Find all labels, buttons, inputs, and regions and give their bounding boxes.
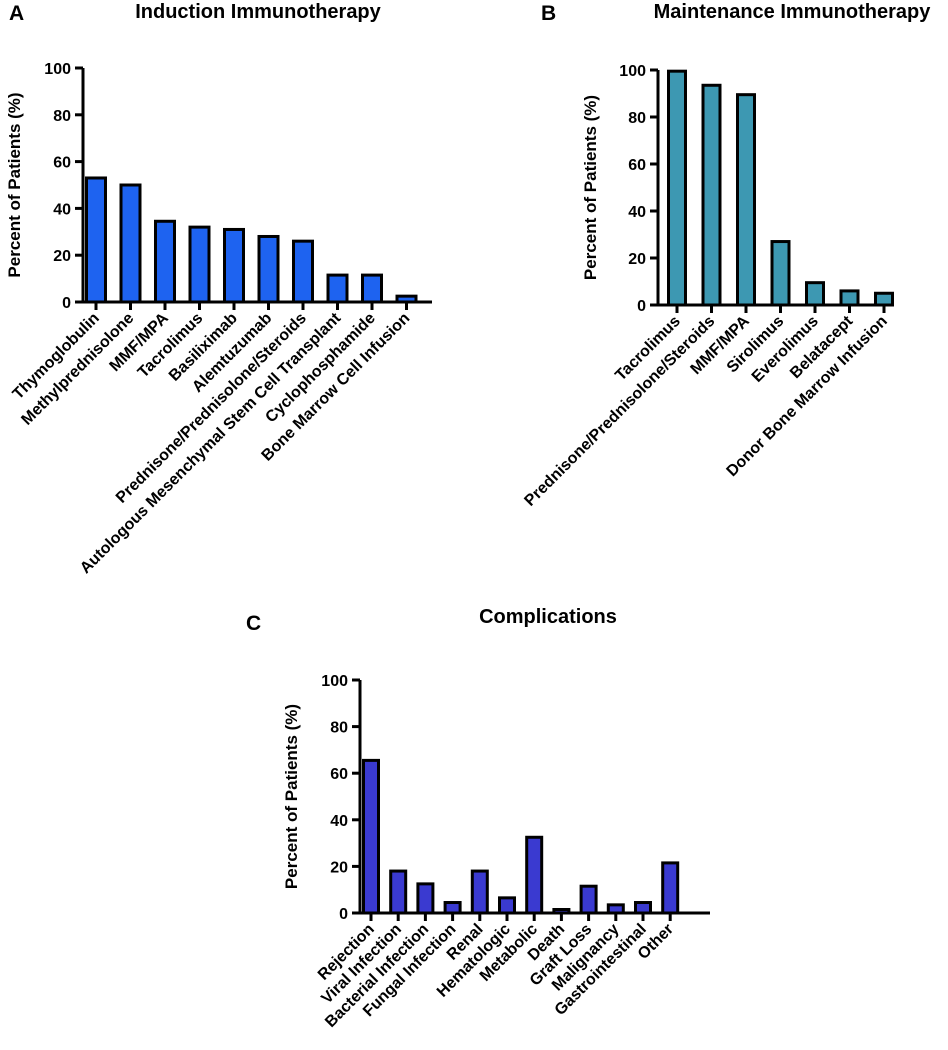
bar — [525, 835, 544, 915]
chart-c: Percent of Patients (%)020406080100Rejec… — [282, 673, 710, 1031]
bar — [362, 758, 380, 915]
bar — [839, 289, 860, 307]
y-tick-label: 60 — [628, 157, 646, 174]
y-tick-label: 60 — [330, 766, 348, 783]
y-tick-label: 40 — [330, 813, 348, 830]
panel-letter-c: C — [246, 612, 261, 635]
y-tick-label: 80 — [628, 110, 646, 127]
bar — [667, 69, 687, 307]
bar — [443, 901, 462, 915]
bar — [470, 869, 489, 915]
y-tick-label: 100 — [321, 673, 348, 690]
panel-b-title: Maintenance Immunotherapy — [654, 1, 932, 23]
y-tick-label: 60 — [53, 155, 71, 172]
bar — [701, 83, 722, 307]
bar — [579, 884, 598, 915]
y-axis-label: Percent of Patients (%) — [5, 92, 24, 277]
y-tick-label: 100 — [44, 61, 71, 78]
y-tick-label: 40 — [53, 201, 71, 218]
y-axis-label: Percent of Patients (%) — [282, 704, 301, 889]
panel-c-title: Complications — [479, 606, 617, 628]
panel-letter-b: B — [541, 2, 556, 25]
bar — [395, 294, 418, 304]
y-tick-label: 20 — [628, 251, 646, 268]
y-tick-label: 40 — [628, 204, 646, 221]
bar — [361, 273, 383, 304]
panel-letter-a: A — [9, 2, 24, 25]
bar — [223, 227, 245, 304]
y-tick-label: 80 — [53, 108, 71, 125]
bar — [389, 869, 408, 915]
y-tick-label: 20 — [53, 248, 71, 265]
bar — [257, 234, 280, 304]
bar — [119, 183, 142, 304]
bar — [661, 861, 680, 915]
bar — [292, 239, 314, 304]
bar — [736, 93, 756, 307]
chart-a: Percent of Patients (%)020406080100Thymo… — [5, 61, 432, 577]
bar — [498, 896, 516, 915]
bar — [805, 281, 825, 307]
bar — [874, 291, 894, 307]
y-tick-label: 0 — [637, 298, 646, 315]
bar — [634, 901, 652, 915]
y-tick-label: 100 — [619, 63, 646, 80]
bar — [188, 225, 211, 304]
bar — [154, 219, 176, 304]
y-tick-label: 20 — [330, 859, 348, 876]
bar — [326, 273, 349, 304]
y-tick-label: 80 — [330, 720, 348, 737]
x-tick-label: Prednisone/Prednisolone/Steroids — [521, 313, 718, 510]
bar — [85, 176, 107, 304]
bar — [416, 882, 435, 915]
bar — [606, 903, 625, 915]
y-tick-label: 0 — [339, 906, 348, 923]
y-axis-label: Percent of Patients (%) — [581, 95, 600, 280]
panel-a-title: Induction Immunotherapy — [135, 1, 381, 23]
y-tick-label: 0 — [62, 295, 71, 312]
bar — [552, 908, 571, 915]
chart-b: Percent of Patients (%)020406080100Tacro… — [521, 63, 894, 510]
bar — [770, 240, 791, 307]
